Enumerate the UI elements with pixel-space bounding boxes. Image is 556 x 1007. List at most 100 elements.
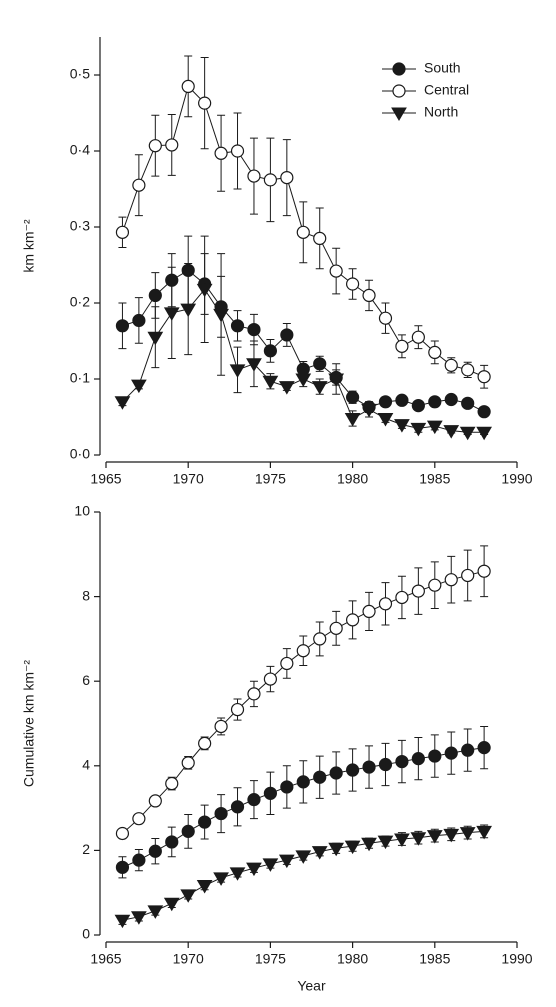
marker bbox=[262, 858, 279, 872]
marker bbox=[181, 824, 195, 838]
marker bbox=[165, 138, 179, 152]
y-tick-label: 6 bbox=[82, 672, 90, 688]
marker bbox=[378, 311, 393, 325]
x-tick-label: 1975 bbox=[255, 951, 286, 967]
marker bbox=[165, 776, 179, 791]
marker bbox=[230, 800, 245, 814]
legend-label: South bbox=[424, 60, 461, 76]
marker bbox=[115, 860, 130, 874]
marker bbox=[329, 264, 343, 278]
legend-marker bbox=[391, 107, 407, 121]
marker bbox=[410, 422, 427, 437]
marker bbox=[476, 825, 492, 840]
marker bbox=[229, 364, 246, 378]
marker bbox=[313, 231, 327, 245]
marker bbox=[263, 786, 277, 800]
y-tick-label: 0·0 bbox=[70, 446, 90, 462]
marker bbox=[378, 395, 393, 409]
marker bbox=[246, 358, 262, 372]
marker bbox=[214, 806, 228, 821]
marker bbox=[328, 842, 345, 857]
marker bbox=[263, 672, 277, 686]
x-tick-label: 1980 bbox=[337, 951, 368, 967]
marker bbox=[394, 419, 410, 433]
marker bbox=[214, 146, 228, 160]
marker bbox=[377, 413, 394, 427]
x-tick-label: 1975 bbox=[255, 471, 286, 487]
marker bbox=[165, 835, 179, 849]
marker bbox=[131, 379, 147, 394]
marker bbox=[262, 375, 279, 390]
marker bbox=[311, 846, 328, 860]
y-tick-label: 0·3 bbox=[70, 218, 90, 234]
marker bbox=[313, 632, 327, 646]
x-tick-label: 1990 bbox=[501, 471, 532, 487]
marker bbox=[426, 420, 443, 435]
marker bbox=[131, 911, 147, 925]
marker bbox=[196, 880, 213, 894]
marker bbox=[296, 644, 310, 658]
y-tick-label: 0·1 bbox=[70, 370, 90, 386]
marker bbox=[213, 872, 229, 886]
marker bbox=[344, 413, 361, 427]
marker bbox=[147, 905, 164, 919]
marker bbox=[428, 578, 442, 592]
marker bbox=[114, 914, 131, 929]
series-line bbox=[122, 269, 485, 413]
y-tick-label: 0·4 bbox=[70, 142, 90, 158]
marker bbox=[411, 584, 425, 598]
marker bbox=[394, 833, 410, 847]
x-axis-label: Year bbox=[297, 978, 326, 994]
marker bbox=[148, 844, 162, 858]
marker bbox=[198, 815, 212, 829]
marker bbox=[461, 743, 475, 757]
y-tick-label: 4 bbox=[82, 757, 90, 773]
marker bbox=[477, 741, 491, 755]
marker bbox=[263, 173, 277, 187]
marker bbox=[444, 746, 458, 760]
marker bbox=[444, 358, 458, 372]
y-tick-label: 2 bbox=[82, 841, 90, 857]
marker bbox=[213, 308, 229, 323]
marker bbox=[198, 736, 212, 750]
marker bbox=[461, 568, 475, 583]
y-tick-label: 8 bbox=[82, 587, 90, 603]
marker bbox=[461, 363, 475, 377]
marker bbox=[313, 770, 327, 784]
y-tick-label: 10 bbox=[74, 503, 90, 519]
marker bbox=[278, 381, 295, 395]
x-tick-label: 1985 bbox=[419, 951, 450, 967]
y-tick-label: 0·5 bbox=[70, 66, 90, 82]
marker bbox=[280, 328, 294, 342]
marker bbox=[115, 319, 130, 333]
y-tick-label: 0·2 bbox=[70, 294, 90, 310]
marker bbox=[296, 775, 310, 789]
marker bbox=[428, 395, 442, 409]
marker bbox=[378, 597, 393, 611]
marker bbox=[132, 178, 146, 192]
marker bbox=[459, 426, 476, 441]
marker bbox=[280, 780, 294, 794]
marker bbox=[163, 307, 180, 321]
marker bbox=[263, 344, 277, 358]
marker bbox=[328, 373, 345, 387]
marker bbox=[148, 794, 162, 808]
marker bbox=[346, 613, 360, 627]
marker bbox=[247, 323, 261, 337]
marker bbox=[395, 754, 409, 769]
marker bbox=[411, 752, 425, 766]
marker bbox=[411, 399, 425, 413]
marker bbox=[132, 812, 146, 826]
x-tick-label: 1985 bbox=[419, 471, 450, 487]
marker bbox=[362, 760, 376, 774]
legend-label: Central bbox=[424, 82, 469, 98]
marker bbox=[346, 763, 360, 777]
marker bbox=[148, 139, 162, 153]
x-tick-label: 1965 bbox=[90, 471, 121, 487]
legend-label: North bbox=[424, 104, 458, 120]
marker bbox=[295, 850, 312, 864]
marker bbox=[115, 225, 130, 239]
marker bbox=[198, 96, 212, 110]
